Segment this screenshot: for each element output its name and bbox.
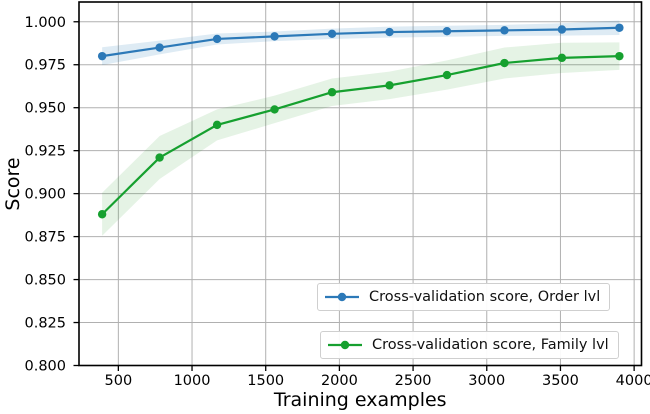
data-point-1 [557, 53, 567, 63]
y-tick-label: 0.875 [24, 230, 66, 246]
legend-line-marker-icon [328, 340, 362, 350]
x-tick-label: 1500 [247, 373, 284, 389]
data-point-1 [212, 120, 222, 130]
data-point-0 [500, 26, 509, 35]
data-point-0 [557, 25, 567, 34]
x-tick-label: 500 [105, 373, 133, 389]
data-point-1 [385, 81, 394, 90]
series-line-1 [101, 55, 620, 216]
confidence-band-0 [102, 20, 620, 66]
data-point-0 [385, 27, 394, 37]
data-point-1 [327, 88, 337, 97]
y-tick-label: 0.800 [24, 359, 66, 375]
y-tick-label: 0.900 [24, 187, 66, 203]
data-point-1 [97, 210, 107, 219]
axes-spines [78, 1, 643, 367]
data-point-0 [270, 32, 279, 41]
data-point-1 [500, 58, 509, 68]
data-point-1 [442, 70, 452, 80]
y-tick-label: 1.000 [24, 15, 66, 31]
legend-label-family: Cross-validation score, Family lvl [372, 336, 609, 353]
data-point-0 [327, 29, 337, 38]
legend-label-order: Cross-validation score, Order lvl [369, 288, 601, 305]
x-tick-label: 4000 [616, 373, 650, 389]
data-point-0 [155, 43, 164, 52]
y-tick-label: 0.850 [24, 273, 66, 289]
data-point-0 [442, 27, 452, 36]
legend-family-lvl: Cross-validation score, Family lvl [320, 331, 619, 359]
series-line-0 [101, 26, 620, 58]
data-point-1 [615, 51, 624, 61]
data-point-1 [270, 105, 279, 114]
y-axis-label: Score [2, 157, 24, 210]
y-tick-label: 0.925 [24, 144, 66, 160]
data-point-0 [212, 34, 222, 44]
data-point-0 [615, 23, 624, 32]
y-tick-label: 0.950 [24, 101, 66, 117]
data-point-0 [97, 51, 107, 61]
y-tick-label: 0.975 [24, 58, 66, 74]
x-tick-label: 3500 [542, 373, 579, 389]
x-tick-label: 2500 [395, 373, 432, 389]
x-axis-label: Training examples [273, 389, 447, 411]
data-point-1 [155, 153, 164, 162]
y-tick-label: 0.825 [24, 316, 66, 332]
x-tick-label: 3000 [468, 373, 505, 389]
x-tick-label: 1000 [174, 373, 211, 389]
legend-line-marker-icon [325, 292, 359, 302]
legend-order-lvl: Cross-validation score, Order lvl [317, 283, 611, 311]
x-tick-label: 2000 [321, 373, 358, 389]
confidence-band-1 [102, 42, 620, 236]
